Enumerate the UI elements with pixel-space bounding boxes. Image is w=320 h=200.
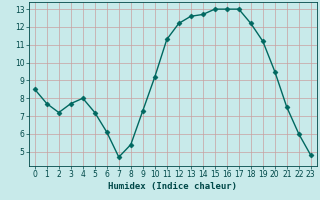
X-axis label: Humidex (Indice chaleur): Humidex (Indice chaleur) [108, 182, 237, 191]
